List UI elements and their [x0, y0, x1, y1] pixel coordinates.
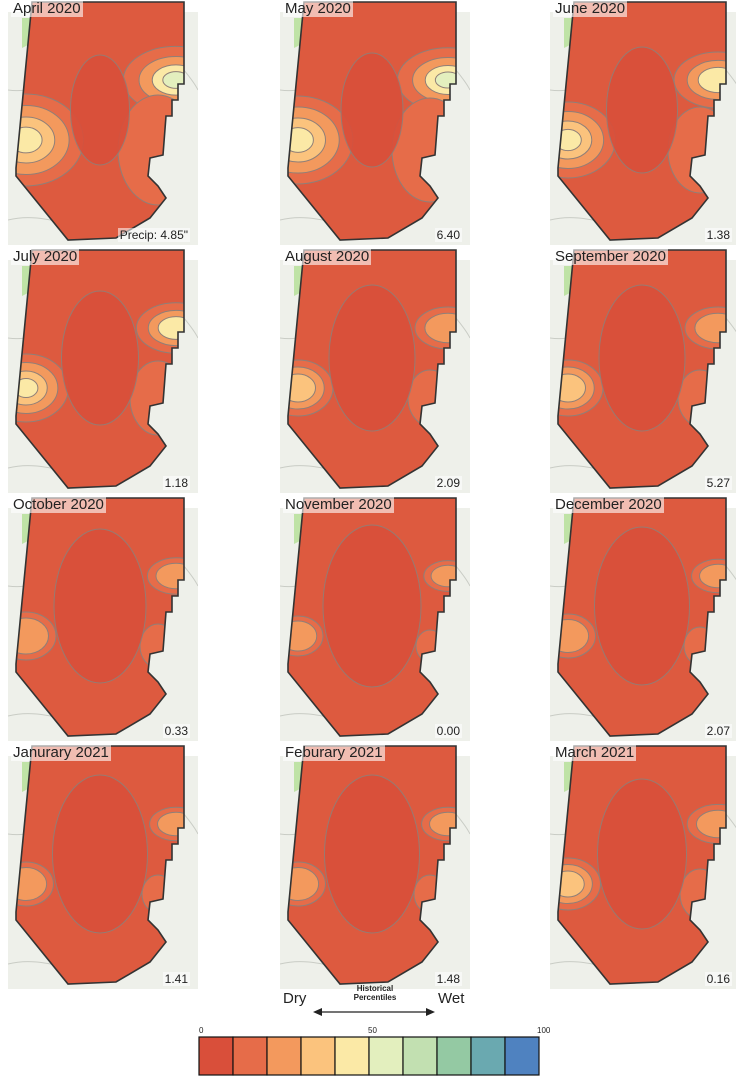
county-outline: [15, 1, 185, 241]
precip-value: 1.18: [162, 476, 190, 490]
percentile-legend: Dry Historical Percentiles Wet 0 50 100: [0, 984, 736, 1081]
county-map: [8, 745, 198, 989]
county-outline: [557, 249, 727, 489]
month-title: May 2020: [283, 0, 353, 17]
month-map-panel: May 2020 6.40: [280, 0, 470, 245]
month-map-panel: July 2020 1.18: [8, 248, 198, 493]
precip-value: 1.38: [704, 228, 732, 242]
percentile-contours: [16, 250, 184, 488]
percentile-contours: [16, 746, 184, 984]
month-title: Janurary 2021: [11, 744, 111, 761]
legend-title: Historical Percentiles: [340, 984, 410, 1002]
month-title: Feburary 2021: [283, 744, 385, 761]
county-map: [550, 745, 736, 989]
month-title: April 2020: [11, 0, 83, 17]
legend-color-swatch: [368, 1036, 404, 1076]
county-outline: [287, 1, 457, 241]
legend-wet-label: Wet: [438, 990, 465, 1007]
month-map-panel: Feburary 2021 1.48: [280, 744, 470, 989]
month-map-panel: September 2020 5.27: [550, 248, 736, 493]
month-map-panel: June 2020 1.38: [550, 0, 736, 245]
county-outline: [287, 745, 457, 985]
legend-tick-50: 50: [368, 1026, 377, 1035]
county-outline: [557, 745, 727, 985]
precip-value: 0.33: [162, 724, 190, 738]
legend-color-swatch: [300, 1036, 336, 1076]
precip-value: 6.40: [434, 228, 462, 242]
county-outline: [557, 1, 727, 241]
month-map-panel: October 2020 0.33: [8, 496, 198, 741]
legend-colorbar: [198, 1036, 540, 1076]
percentile-contours: [288, 498, 456, 736]
county-map: [8, 1, 198, 245]
legend-color-swatch: [232, 1036, 268, 1076]
precip-value: 1.41: [162, 972, 190, 986]
county-map: [550, 249, 736, 493]
month-title: October 2020: [11, 496, 106, 513]
precip-value: 0.16: [704, 972, 732, 986]
county-map: [8, 497, 198, 741]
percentile-contours: [558, 2, 726, 240]
month-title: August 2020: [283, 248, 372, 265]
percentile-contours: [558, 250, 726, 488]
precip-value: 2.09: [434, 476, 462, 490]
precip-value: 2.07: [704, 724, 732, 738]
percentile-contours: [288, 250, 456, 488]
county-map: [8, 249, 198, 493]
county-outline: [15, 745, 185, 985]
month-title: March 2021: [553, 744, 637, 761]
month-title: July 2020: [11, 248, 80, 265]
month-map-panel: November 2020 0.00: [280, 496, 470, 741]
county-outline: [287, 497, 457, 737]
county-map: [280, 745, 470, 989]
percentile-contours: [558, 498, 726, 736]
month-title: December 2020: [553, 496, 664, 513]
legend-color-swatch: [504, 1036, 540, 1076]
month-title: November 2020: [283, 496, 394, 513]
legend-title-line1: Historical: [356, 984, 394, 993]
county-outline: [557, 497, 727, 737]
month-title: September 2020: [553, 248, 668, 265]
county-outline: [15, 249, 185, 489]
percentile-contours: [16, 498, 184, 736]
precip-value: 1.48: [434, 972, 462, 986]
legend-arrow-icon: [313, 1008, 435, 1016]
legend-color-swatch: [470, 1036, 506, 1076]
precip-value: Precip: 4.85": [117, 228, 190, 242]
legend-title-line2: Percentiles: [353, 993, 397, 1002]
month-map-panel: April 2020 Precip: 4.85": [8, 0, 198, 245]
legend-color-swatch: [334, 1036, 370, 1076]
legend-tick-100: 100: [537, 1026, 551, 1035]
precip-value: 5.27: [704, 476, 732, 490]
month-map-panel: March 2021 0.16: [550, 744, 736, 989]
month-title: June 2020: [553, 0, 628, 17]
county-outline: [287, 249, 457, 489]
percentile-contours: [558, 746, 726, 984]
county-map: [550, 1, 736, 245]
month-map-panel: December 2020 2.07: [550, 496, 736, 741]
county-map: [280, 249, 470, 493]
legend-color-swatch: [436, 1036, 472, 1076]
county-map: [280, 1, 470, 245]
county-map: [550, 497, 736, 741]
month-map-panel: Janurary 2021 1.41: [8, 744, 198, 989]
month-map-panel: August 2020 2.09: [280, 248, 470, 493]
legend-tick-0: 0: [199, 1026, 204, 1035]
county-map: [280, 497, 470, 741]
legend-color-swatch: [402, 1036, 438, 1076]
legend-dry-label: Dry: [283, 990, 307, 1007]
monthly-map-grid: April 2020 Precip: 4.85" May 2020 6.40 June …: [8, 0, 736, 989]
county-outline: [15, 497, 185, 737]
precip-value: 0.00: [434, 724, 462, 738]
legend-color-swatch: [266, 1036, 302, 1076]
legend-color-swatch: [198, 1036, 234, 1076]
